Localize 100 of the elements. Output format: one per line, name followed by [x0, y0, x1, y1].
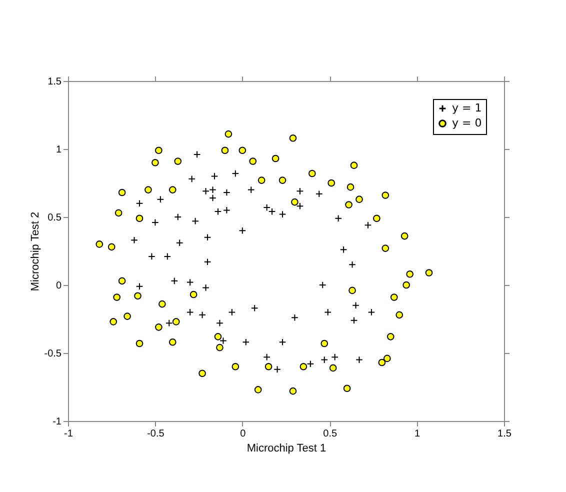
point [378, 358, 386, 366]
x-tick-label: 0.5 [323, 428, 338, 440]
point [220, 337, 227, 344]
point [373, 214, 380, 222]
point [274, 366, 281, 373]
point [296, 188, 304, 195]
x-axis-title: Microchip Test 1 [246, 442, 326, 454]
point [272, 154, 280, 162]
point [264, 362, 272, 370]
point [168, 186, 176, 194]
point [364, 222, 372, 229]
point [324, 308, 332, 316]
point [238, 146, 246, 154]
point [400, 232, 408, 240]
y-tick-label: 1.5 [48, 76, 62, 88]
point [249, 158, 257, 165]
point [402, 281, 410, 289]
point [156, 196, 164, 203]
point [174, 158, 182, 165]
point [352, 302, 360, 310]
point [204, 234, 212, 242]
point [148, 252, 156, 260]
point [343, 384, 351, 392]
point [278, 176, 286, 184]
point [228, 308, 236, 316]
point [130, 236, 138, 244]
point [406, 270, 414, 278]
point [306, 360, 314, 368]
point [204, 258, 212, 266]
point [124, 312, 131, 320]
point [136, 200, 144, 208]
point [202, 188, 210, 195]
point [216, 344, 224, 352]
point [315, 190, 323, 198]
point [136, 282, 144, 290]
point [247, 186, 255, 194]
point [214, 208, 222, 216]
point [110, 318, 118, 326]
point [113, 294, 120, 301]
point [318, 281, 326, 289]
point [214, 333, 222, 340]
point [198, 311, 206, 319]
point [198, 370, 206, 378]
point [289, 387, 297, 395]
point [118, 277, 126, 285]
point [390, 294, 398, 301]
point [232, 362, 240, 370]
point [164, 252, 172, 260]
point [144, 186, 152, 194]
point [176, 239, 184, 246]
point [340, 246, 348, 254]
point [155, 146, 162, 154]
point [114, 209, 122, 217]
point [383, 354, 391, 362]
point [382, 192, 390, 199]
x-tick-label: -1 [64, 428, 74, 440]
point [118, 188, 126, 196]
point [350, 316, 358, 324]
point [221, 146, 229, 154]
point [192, 217, 199, 225]
point [368, 308, 376, 316]
point [186, 308, 194, 316]
point [209, 194, 216, 202]
y-axis-title: Microchip Test 2 [29, 212, 42, 292]
point [425, 269, 433, 276]
point [134, 292, 142, 300]
point [188, 175, 196, 183]
point [174, 213, 182, 221]
legend-label: y = 1 [452, 102, 482, 114]
point [242, 338, 250, 346]
point [250, 304, 258, 312]
point [158, 300, 166, 308]
point [258, 176, 266, 184]
point [289, 134, 297, 142]
legend-label: y = 0 [452, 116, 482, 130]
point [329, 364, 337, 372]
point [172, 318, 180, 326]
point [190, 290, 198, 298]
point [209, 186, 216, 194]
point [308, 170, 316, 178]
point [320, 356, 328, 364]
point [232, 170, 240, 178]
point [152, 158, 159, 166]
point [223, 188, 230, 196]
point [291, 198, 298, 206]
x-tick-label: -0.5 [147, 428, 165, 440]
point [96, 240, 104, 248]
x-tick-label: 1.5 [498, 428, 512, 440]
point [202, 284, 210, 292]
point [223, 206, 230, 214]
point [328, 179, 336, 187]
point [396, 311, 404, 319]
point [210, 172, 218, 180]
point [186, 278, 194, 286]
point [345, 201, 352, 208]
y-tick-label: 0.5 [48, 212, 62, 224]
point [320, 340, 328, 348]
point [108, 243, 116, 251]
point [136, 214, 144, 222]
point [348, 286, 356, 294]
